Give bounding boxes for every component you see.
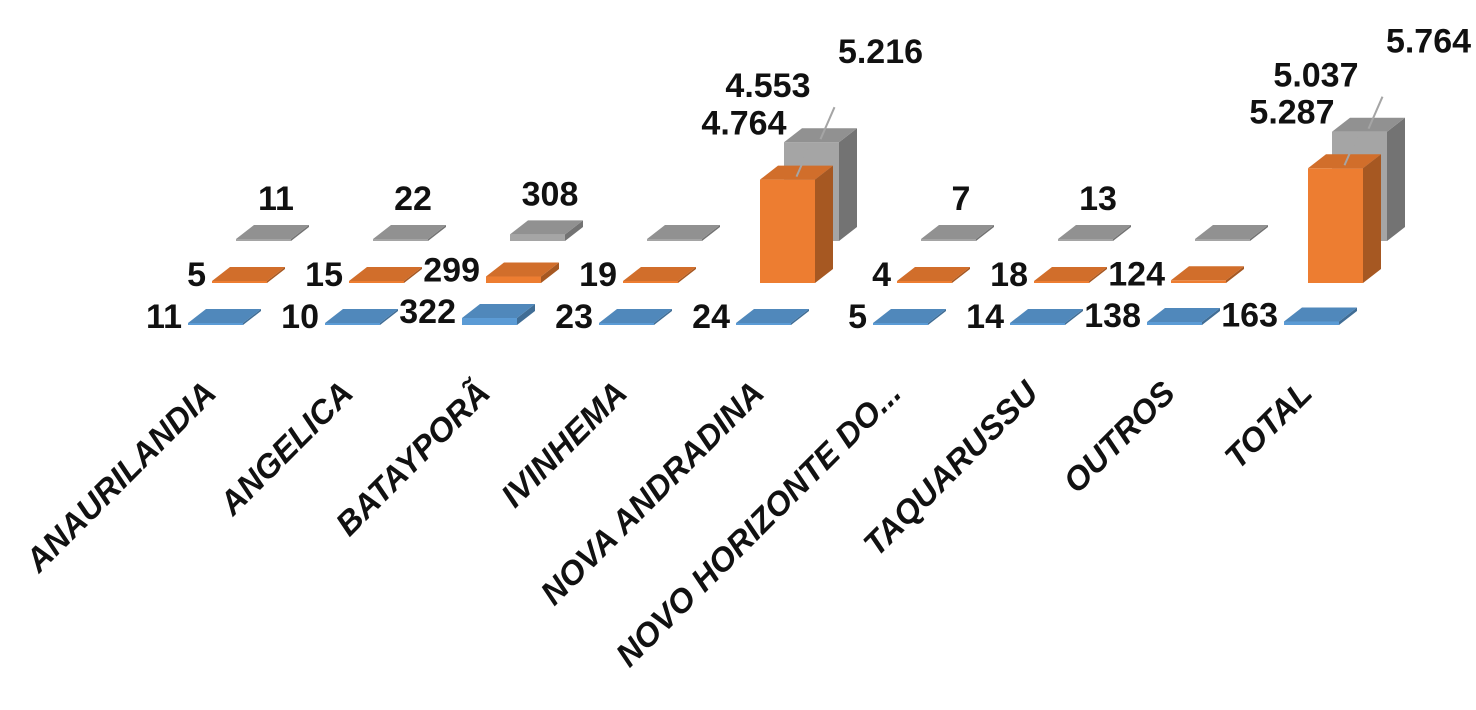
data-label: 10 bbox=[281, 298, 319, 336]
category-label: NOVA ANDRADINA bbox=[533, 374, 771, 612]
data-label: 11 bbox=[146, 298, 182, 336]
bar-novo-horizonte-do-series-3 bbox=[921, 225, 994, 241]
bar-ivinhema-series-2 bbox=[623, 267, 696, 283]
extra-data-label: 5.764 bbox=[1386, 23, 1471, 61]
bar-taquarussu-series-1 bbox=[1010, 309, 1083, 325]
category-label: TOTAL bbox=[1217, 374, 1319, 476]
data-label: 13 bbox=[1079, 180, 1117, 218]
data-label: 322 bbox=[399, 293, 456, 331]
data-label: 7 bbox=[952, 180, 971, 218]
bar-taquarussu-series-2 bbox=[1034, 267, 1107, 283]
data-label: 24 bbox=[692, 298, 730, 336]
data-label: 15 bbox=[305, 256, 343, 294]
bar-novo-horizonte-do-series-1 bbox=[873, 309, 946, 325]
bar-total-series-1 bbox=[1284, 307, 1357, 325]
data-label: 4.764 bbox=[701, 105, 786, 143]
data-label: 14 bbox=[966, 298, 1004, 336]
category-label: NOVO HORIZONTE DO... bbox=[608, 374, 908, 674]
category-label: IVINHEMA bbox=[494, 374, 634, 514]
bar-ivinhema-series-3 bbox=[647, 225, 720, 241]
data-label: 4 bbox=[872, 256, 891, 294]
category-label: ANGELICA bbox=[211, 374, 360, 523]
data-label: 5.287 bbox=[1249, 93, 1334, 131]
bar-angelica-series-1 bbox=[325, 309, 398, 325]
data-label: 5 bbox=[848, 298, 867, 336]
category-labels-layer: ANAURILANDIAANGELICABATAYPORÃIVINHEMANOV… bbox=[17, 373, 1319, 674]
extra-data-label: 5.216 bbox=[838, 33, 923, 71]
leader-line bbox=[795, 144, 812, 178]
leader-lines-layer bbox=[795, 96, 1384, 178]
data-label: 5.037 bbox=[1273, 57, 1358, 95]
bar-outros-series-1 bbox=[1147, 308, 1220, 325]
data-label: 124 bbox=[1108, 255, 1165, 293]
bar-bataypor-series-1 bbox=[462, 304, 535, 325]
bars-layer bbox=[188, 117, 1405, 325]
data-label: 138 bbox=[1084, 297, 1141, 335]
data-label: 5 bbox=[187, 256, 206, 294]
data-label: 19 bbox=[579, 256, 617, 294]
bar-novo-horizonte-do-series-2 bbox=[897, 267, 970, 283]
bar-anaurilandia-series-1 bbox=[188, 309, 261, 325]
bar-outros-series-2 bbox=[1171, 266, 1244, 283]
bar-angelica-series-3 bbox=[373, 225, 446, 241]
bar-anaurilandia-series-2 bbox=[212, 267, 285, 283]
bar-outros-series-3 bbox=[1195, 225, 1268, 241]
bar-angelica-series-2 bbox=[349, 267, 422, 283]
leader-line bbox=[1343, 132, 1360, 166]
leader-line bbox=[1367, 96, 1384, 130]
category-label: OUTROS bbox=[1056, 374, 1182, 500]
data-label: 18 bbox=[990, 256, 1028, 294]
data-label: 163 bbox=[1221, 296, 1278, 334]
data-label: 23 bbox=[555, 298, 593, 336]
bar-anaurilandia-series-3 bbox=[236, 225, 309, 241]
bar-ivinhema-series-1 bbox=[599, 309, 672, 325]
bar-nova-andradina-series-1 bbox=[736, 309, 809, 325]
bar-bataypor-series-3 bbox=[510, 220, 583, 241]
leader-line bbox=[819, 106, 836, 140]
data-label: 22 bbox=[394, 180, 432, 218]
data-label: 4.553 bbox=[725, 67, 810, 105]
data-label: 11 bbox=[258, 180, 294, 218]
bar-total-series-2 bbox=[1308, 154, 1381, 283]
data-labels-layer: 11 10 322 23 24 5 14 138 163 5 15 299 19 4.764 4 18 124 5… bbox=[146, 23, 1471, 336]
data-label: 308 bbox=[522, 175, 579, 213]
category-label: ANAURILANDIA bbox=[17, 374, 223, 580]
bar-nova-andradina-series-2 bbox=[760, 165, 833, 283]
data-label: 299 bbox=[423, 252, 480, 290]
bar-bataypor-series-2 bbox=[486, 262, 559, 283]
bar-taquarussu-series-3 bbox=[1058, 225, 1131, 241]
